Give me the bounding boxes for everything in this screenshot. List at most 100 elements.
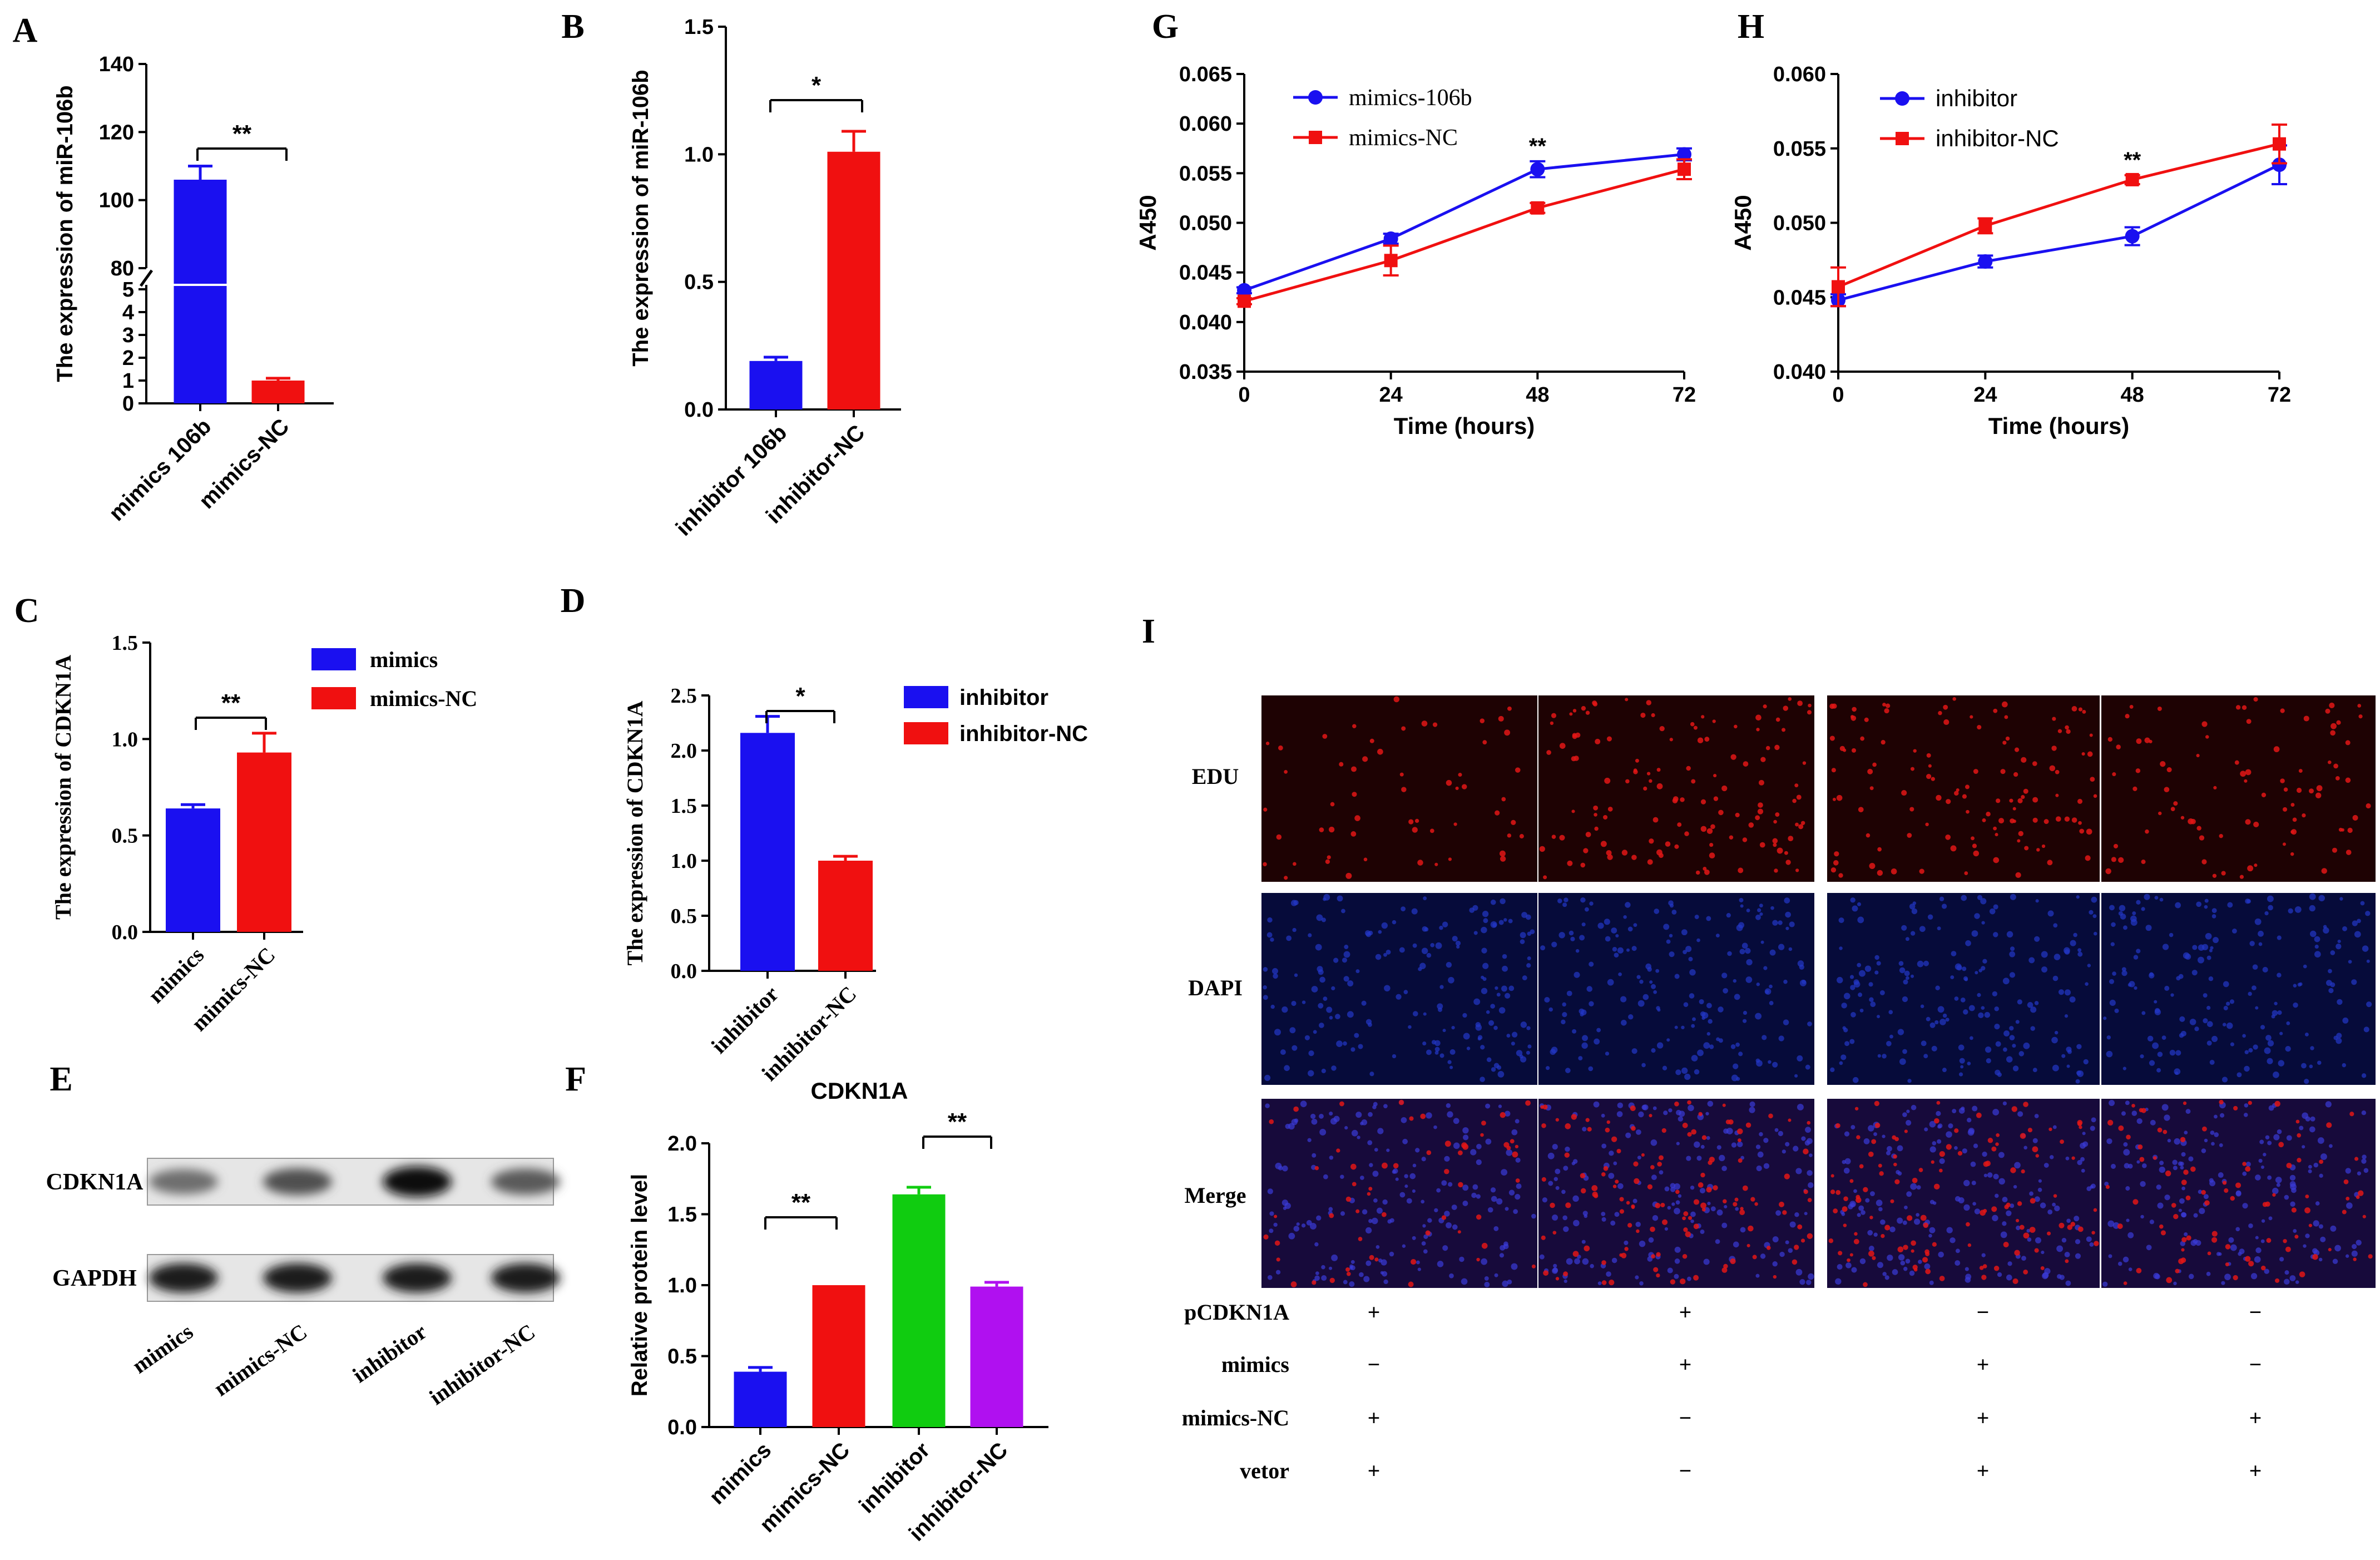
nucleus-dot (1490, 1004, 1495, 1009)
edu-dot (1911, 1240, 1916, 1246)
image-row-label: Merge (1184, 1183, 1246, 1208)
nucleus-dot (1668, 1108, 1673, 1113)
nucleus-dot (1476, 1159, 1482, 1166)
nucleus-dot (1404, 1184, 1408, 1188)
nucleus-dot (1723, 988, 1728, 994)
edu-dot (1409, 1116, 1414, 1121)
edu-dot (1351, 766, 1357, 772)
edu-dot (2003, 1242, 2009, 1248)
nucleus-dot (2052, 1202, 2056, 1207)
edu-dot (2272, 1193, 2276, 1197)
nucleus-dot (1321, 1068, 1326, 1074)
nucleus-dot (1867, 1230, 1873, 1236)
edu-dot (1773, 820, 1777, 824)
edu-dot (2309, 788, 2314, 794)
edu-dot (1329, 1277, 1335, 1283)
edu-dot (2005, 736, 2010, 741)
legend-swatch (311, 648, 356, 670)
nucleus-dot (1580, 897, 1586, 903)
nucleus-dot (1285, 1123, 1290, 1129)
edu-dot (2178, 1258, 2184, 1265)
edu-dot (2235, 1182, 2242, 1188)
nucleus-dot (1749, 1101, 1755, 1107)
nucleus-dot (1869, 997, 1874, 1003)
nucleus-dot (1637, 1156, 1641, 1160)
nucleus-dot (1923, 960, 1929, 966)
edu-dot (1834, 851, 1839, 857)
nucleus-dot (1971, 1181, 1976, 1186)
edu-dot (1458, 1182, 1463, 1188)
edu-dot (1601, 1260, 1606, 1265)
edu-dot (1649, 1114, 1652, 1118)
nucleus-dot (1463, 1134, 1469, 1141)
nucleus-dot (2253, 1044, 2258, 1050)
nucleus-dot (2056, 1274, 2062, 1279)
legend-label: mimics-NC (370, 686, 477, 711)
nucleus-dot (1904, 1205, 1908, 1210)
nucleus-dot (1565, 1068, 1571, 1073)
nucleus-dot (1934, 1020, 1939, 1025)
nucleus-dot (2040, 1202, 2046, 1208)
nucleus-dot (2052, 1125, 2057, 1129)
edu-dot (1713, 1185, 1718, 1191)
nucleus-dot (1756, 1165, 1762, 1172)
edu-dot (1515, 767, 1521, 773)
nucleus-dot (1870, 1001, 1876, 1008)
edu-dot (1634, 1178, 1640, 1184)
edu-dot (1995, 1142, 1999, 1146)
edu-dot (2077, 1121, 2082, 1127)
nucleus-dot (1520, 1021, 1527, 1028)
data-point (1832, 280, 1845, 294)
nucleus-dot (2064, 1252, 2070, 1257)
edu-dot (1996, 1133, 2000, 1137)
nucleus-dot (2264, 1268, 2269, 1274)
edu-dot (1722, 1103, 1726, 1107)
nucleus-dot (1669, 904, 1674, 908)
nucleus-dot (1799, 1279, 1805, 1285)
nucleus-dot (1830, 1067, 1835, 1073)
nucleus-dot (2328, 988, 2334, 994)
nucleus-dot (1496, 993, 1501, 997)
edu-dot (1962, 794, 1967, 799)
edu-dot (2204, 1200, 2210, 1206)
nucleus-dot (1310, 1113, 1316, 1119)
nucleus-dot (1581, 922, 1586, 927)
nucleus-dot (2090, 1125, 2095, 1131)
nucleus-dot (1636, 1129, 1641, 1135)
nucleus-dot (1772, 1236, 1779, 1243)
nucleus-dot (2173, 1166, 2178, 1171)
edu-dot (1651, 713, 1655, 718)
edu-dot (1606, 736, 1612, 742)
edu-dot (1910, 767, 1914, 771)
edu-dot (2157, 1127, 2163, 1133)
nucleus-dot (2319, 1173, 2323, 1178)
nucleus-dot (1683, 1002, 1689, 1008)
nucleus-dot (1978, 1012, 1984, 1019)
nucleus-dot (1721, 1222, 1728, 1228)
nucleus-dot (1561, 1019, 1566, 1025)
nucleus-dot (1615, 934, 1619, 938)
nucleus-dot (1699, 999, 1704, 1005)
nucleus-dot (2125, 1100, 2130, 1105)
edu-dot (2129, 704, 2134, 709)
edu-dot (1897, 1246, 1904, 1253)
nucleus-dot (1308, 1070, 1314, 1077)
nucleus-dot (1980, 898, 1987, 905)
nucleus-dot (1453, 1118, 1459, 1124)
nucleus-dot (1785, 1240, 1789, 1245)
nucleus-dot (1449, 1065, 1453, 1069)
nucleus-dot (1694, 1141, 1700, 1148)
nucleus-dot (1399, 947, 1405, 953)
image-row-label: DAPI (1188, 975, 1243, 1000)
nucleus-dot (2299, 1125, 2304, 1130)
nucleus-dot (2010, 1203, 2015, 1208)
edu-dot (1293, 1106, 1299, 1112)
edu-dot (2335, 776, 2340, 781)
panel-letters: A BC DE FG HI (13, 8, 1765, 1098)
edu-dot (2105, 868, 2111, 875)
nucleus-dot (1675, 1069, 1681, 1075)
nucleus-dot (1570, 936, 1575, 941)
nucleus-dot (2110, 1163, 2116, 1169)
edu-dot (2233, 1105, 2238, 1111)
